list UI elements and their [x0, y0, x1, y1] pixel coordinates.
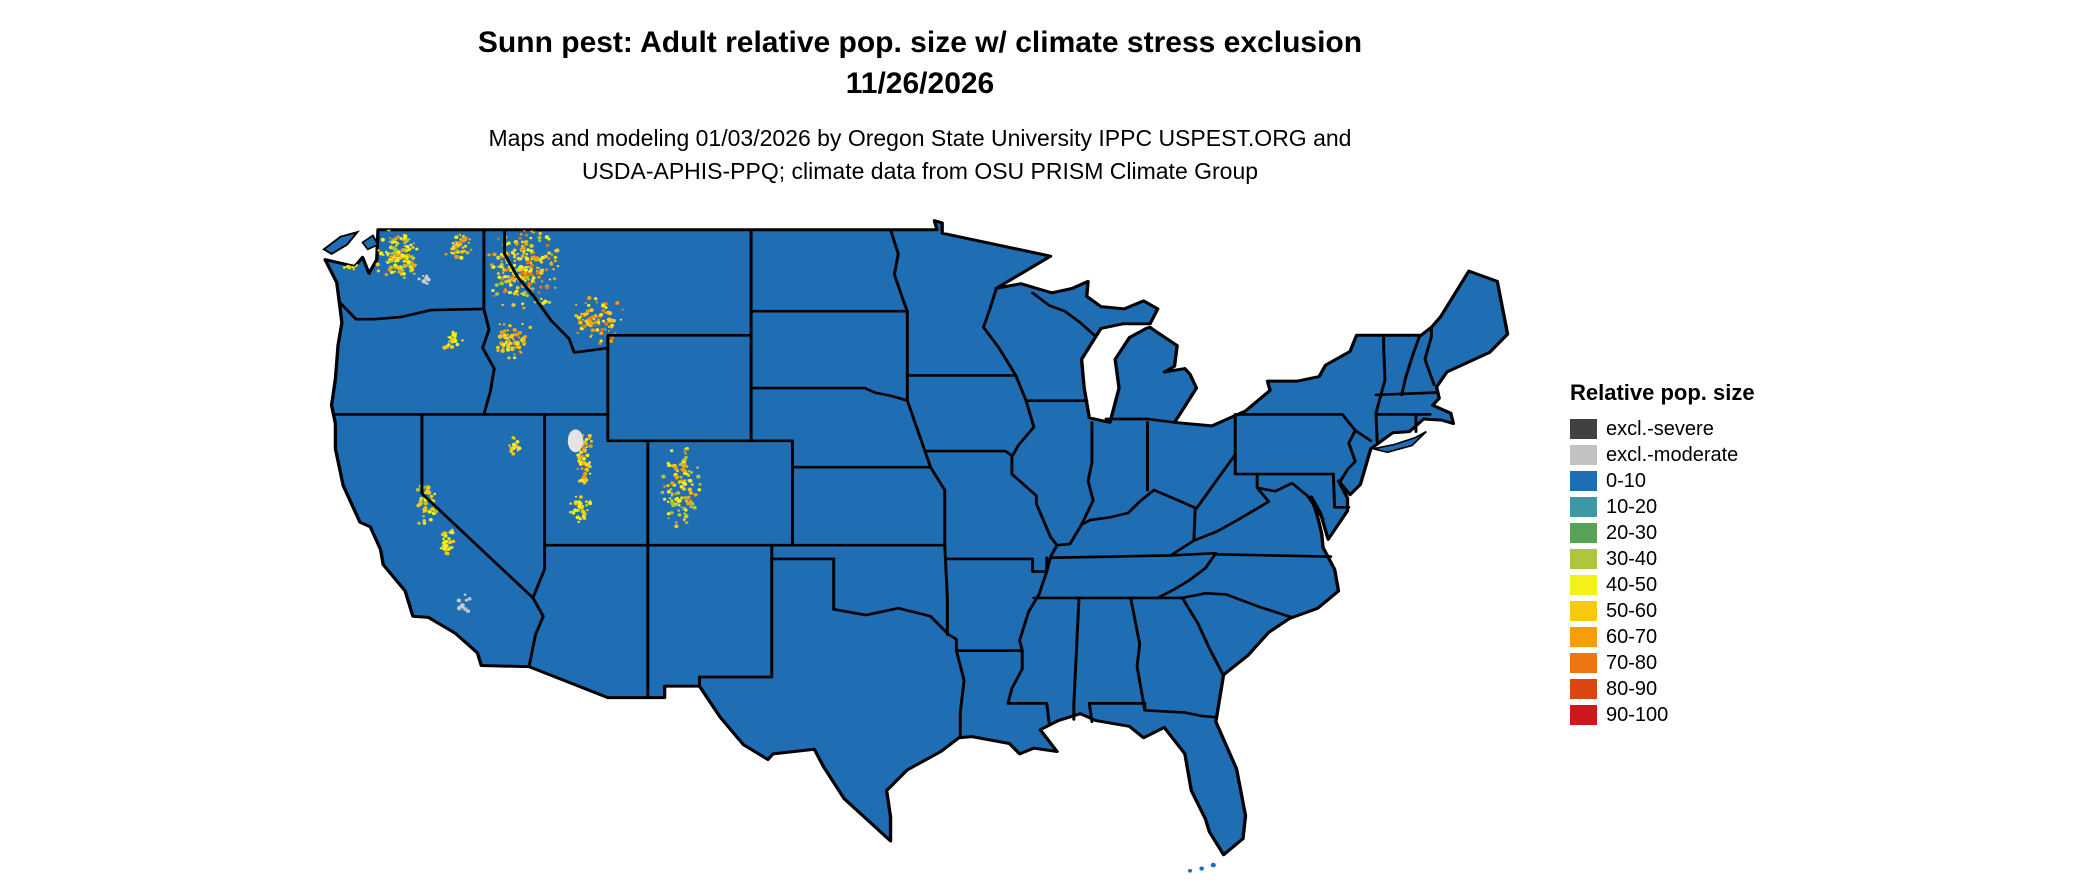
state-border-line	[1087, 702, 1094, 724]
island-long-island	[1373, 430, 1427, 454]
legend-item: 60-70	[1570, 624, 1755, 650]
legend-label: excl.-moderate	[1606, 443, 1739, 466]
state-border-line	[1233, 413, 1357, 484]
state-border-line	[1087, 702, 1218, 719]
state-border-line	[481, 307, 496, 416]
legend-label: 0-10	[1606, 469, 1647, 492]
legend-item: 70-80	[1570, 650, 1755, 676]
legend-item: 40-50	[1570, 572, 1755, 598]
legend-label: 80-90	[1606, 677, 1658, 700]
legend-swatch	[1570, 575, 1597, 595]
state-border-line	[1180, 596, 1226, 678]
legend-item: excl.-moderate	[1570, 442, 1755, 468]
subtitle-line-2: USDA-APHIS-PPQ; climate data from OSU PR…	[581, 158, 1259, 184]
state-border-line	[1129, 596, 1147, 712]
legend-swatch	[1570, 497, 1597, 517]
legend-item: 50-60	[1570, 598, 1755, 624]
state-border-line	[1331, 472, 1351, 509]
figure-subtitle: Maps and modeling 01/03/2026 by Oregon S…	[250, 122, 1590, 188]
legend-label: 60-70	[1606, 625, 1658, 648]
state-border-line	[1400, 333, 1422, 397]
state-border-line	[945, 556, 1049, 573]
legend-label: 20-30	[1606, 521, 1658, 544]
legend-item: 80-90	[1570, 676, 1755, 702]
state-border-line	[1374, 391, 1437, 397]
state-border-line	[929, 465, 949, 636]
state-border-line	[1080, 421, 1095, 526]
state-border-line	[1104, 417, 1177, 424]
legend-label: 70-80	[1606, 651, 1658, 674]
population-speckle-overlay	[342, 227, 702, 613]
island-northwest-2	[361, 234, 380, 251]
state-border-line	[1072, 596, 1081, 721]
state-border-line	[981, 286, 1018, 377]
state-border-line	[531, 413, 547, 600]
legend-label: 30-40	[1606, 547, 1658, 570]
legend-items: excl.-severe excl.-moderate 0-10 10-20 20-30…	[1570, 416, 1755, 728]
legend-item: excl.-severe	[1570, 416, 1755, 442]
state-border-line	[1353, 429, 1373, 443]
legend-title: Relative pop. size	[1570, 380, 1755, 405]
legend-label: 40-50	[1606, 573, 1658, 596]
state-border-line	[1180, 591, 1294, 619]
florida-keys-1	[1210, 862, 1216, 868]
florida-keys-2	[1199, 866, 1204, 871]
great-salt-lake	[567, 429, 584, 453]
figure-title: Sunn pest: Adult relative pop. size w/ c…	[250, 22, 1590, 104]
legend-label: 90-100	[1606, 703, 1669, 726]
legend-swatch	[1570, 445, 1597, 465]
state-border-line	[947, 633, 958, 652]
legend-swatch	[1570, 705, 1597, 725]
legend-swatch	[1570, 679, 1597, 699]
state-border-line	[1055, 453, 1237, 547]
lower48-outline	[323, 218, 1510, 857]
state-border-line	[1214, 552, 1333, 558]
state-border-line	[337, 300, 486, 321]
state-border-line	[420, 413, 545, 669]
legend-swatch	[1570, 653, 1597, 673]
state-border-line	[923, 449, 1014, 458]
state-border-line	[749, 386, 909, 402]
legend-label: 10-20	[1606, 495, 1658, 518]
state-border-line	[1031, 291, 1098, 338]
state-border-line	[1374, 333, 1387, 444]
state-border-line	[1255, 472, 1325, 521]
landmass	[322, 218, 1510, 873]
state-border-line	[503, 228, 610, 354]
state-border-line	[697, 543, 774, 688]
state-border-line	[1423, 325, 1436, 386]
state-border-line	[954, 649, 966, 740]
legend-item: 10-20	[1570, 494, 1755, 520]
legend-item: 90-100	[1570, 702, 1755, 728]
state-border-line	[1192, 486, 1271, 542]
title-line-2: 11/26/2026	[845, 67, 995, 100]
subtitle-line-1: Maps and modeling 01/03/2026 by Oregon S…	[488, 125, 1352, 151]
legend-swatch	[1570, 471, 1597, 491]
conus-map-container	[298, 208, 1536, 888]
island-northwest-1	[322, 230, 361, 255]
legend-swatch	[1570, 523, 1597, 543]
florida-keys-3	[1187, 868, 1193, 873]
legend: Relative pop. size excl.-severe excl.-mod…	[1570, 380, 1755, 728]
state-border-line	[889, 228, 909, 313]
legend-swatch	[1570, 549, 1597, 569]
state-border-line	[1006, 702, 1051, 726]
legend-label: excl.-severe	[1606, 417, 1714, 440]
state-border-line	[832, 606, 951, 636]
state-border-line	[1156, 551, 1218, 600]
title-line-1: Sunn pest: Adult relative pop. size w/ c…	[477, 26, 1363, 59]
legend-swatch	[1570, 627, 1597, 647]
legend-item: 20-30	[1570, 520, 1755, 546]
conus-map	[322, 218, 1510, 873]
legend-item: 0-10	[1570, 468, 1755, 494]
state-borders	[333, 228, 1437, 740]
legend-item: 30-40	[1570, 546, 1755, 572]
legend-swatch	[1570, 419, 1597, 439]
legend-swatch	[1570, 601, 1597, 621]
legend-label: 50-60	[1606, 599, 1658, 622]
